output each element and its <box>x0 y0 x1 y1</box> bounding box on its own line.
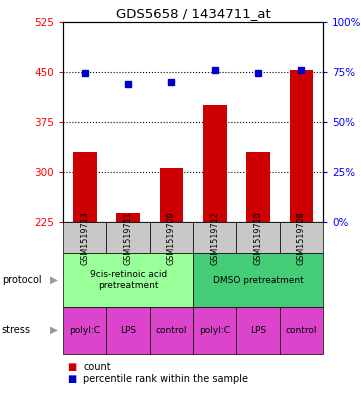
Text: percentile rank within the sample: percentile rank within the sample <box>83 374 248 384</box>
Text: LPS: LPS <box>120 326 136 334</box>
Text: LPS: LPS <box>250 326 266 334</box>
Text: GSM1519710: GSM1519710 <box>254 211 262 264</box>
Text: 9cis-retinoic acid
pretreatment: 9cis-retinoic acid pretreatment <box>90 270 167 290</box>
Text: stress: stress <box>2 325 31 335</box>
Title: GDS5658 / 1434711_at: GDS5658 / 1434711_at <box>116 7 270 20</box>
Text: control: control <box>286 326 317 334</box>
Text: polyI:C: polyI:C <box>69 326 100 334</box>
Bar <box>73 152 97 222</box>
Text: control: control <box>156 326 187 334</box>
Text: GSM1519709: GSM1519709 <box>167 211 176 264</box>
Text: ■: ■ <box>67 362 76 373</box>
Bar <box>203 105 227 222</box>
Text: protocol: protocol <box>2 275 42 285</box>
Text: polyI:C: polyI:C <box>199 326 230 334</box>
Bar <box>116 213 140 222</box>
Bar <box>160 168 183 222</box>
Text: GSM1519711: GSM1519711 <box>124 211 132 264</box>
Bar <box>290 70 313 222</box>
Text: GSM1519713: GSM1519713 <box>81 211 89 264</box>
Text: DMSO pretreatment: DMSO pretreatment <box>213 275 304 285</box>
Text: GSM1519712: GSM1519712 <box>210 211 219 264</box>
Bar <box>246 152 270 222</box>
Text: ▶: ▶ <box>50 275 58 285</box>
Text: count: count <box>83 362 111 373</box>
Text: ▶: ▶ <box>50 325 58 335</box>
Text: GSM1519708: GSM1519708 <box>297 211 306 264</box>
Text: ■: ■ <box>67 374 76 384</box>
